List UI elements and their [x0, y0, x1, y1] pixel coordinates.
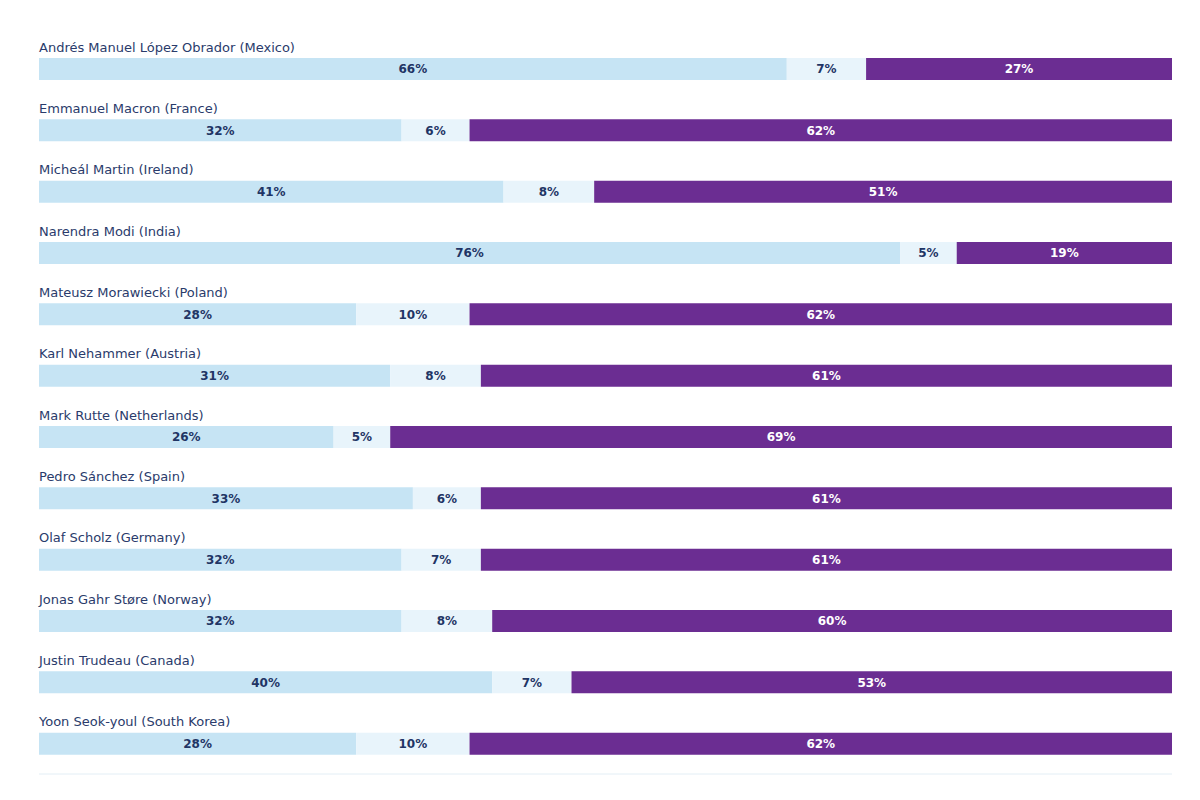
- svg-text:5%: 5%: [352, 430, 372, 444]
- svg-text:40%: 40%: [251, 676, 280, 690]
- svg-text:Justin Trudeau (Canada): Justin Trudeau (Canada): [38, 653, 195, 668]
- svg-text:28%: 28%: [183, 308, 212, 322]
- svg-text:Jonas Gahr Støre (Norway): Jonas Gahr Støre (Norway): [38, 592, 212, 607]
- svg-text:76%: 76%: [455, 246, 484, 260]
- svg-text:61%: 61%: [812, 492, 841, 506]
- svg-text:Micheál Martin (Ireland): Micheál Martin (Ireland): [39, 162, 194, 177]
- svg-text:Olaf Scholz (Germany): Olaf Scholz (Germany): [39, 530, 186, 545]
- svg-text:Mateusz Morawiecki (Poland): Mateusz Morawiecki (Poland): [39, 285, 228, 300]
- svg-text:28%: 28%: [183, 737, 212, 751]
- svg-text:7%: 7%: [431, 553, 451, 567]
- svg-text:19%: 19%: [1050, 246, 1079, 260]
- svg-text:61%: 61%: [812, 553, 841, 567]
- svg-text:51%: 51%: [869, 185, 898, 199]
- svg-text:6%: 6%: [425, 124, 445, 138]
- svg-text:8%: 8%: [437, 614, 457, 628]
- svg-text:60%: 60%: [818, 614, 847, 628]
- svg-text:Yoon Seok-youl (South Korea): Yoon Seok-youl (South Korea): [38, 714, 230, 729]
- svg-text:66%: 66%: [399, 62, 428, 76]
- svg-text:62%: 62%: [806, 124, 835, 138]
- svg-text:41%: 41%: [257, 185, 286, 199]
- svg-text:27%: 27%: [1005, 62, 1034, 76]
- svg-text:7%: 7%: [522, 676, 542, 690]
- svg-text:62%: 62%: [806, 737, 835, 751]
- svg-text:26%: 26%: [172, 430, 201, 444]
- svg-text:Karl Nehammer (Austria): Karl Nehammer (Austria): [39, 346, 201, 361]
- svg-text:10%: 10%: [399, 308, 428, 322]
- svg-text:10%: 10%: [399, 737, 428, 751]
- svg-text:Emmanuel Macron (France): Emmanuel Macron (France): [39, 101, 218, 116]
- svg-text:8%: 8%: [425, 369, 445, 383]
- svg-text:32%: 32%: [206, 553, 235, 567]
- svg-text:8%: 8%: [539, 185, 559, 199]
- svg-text:Pedro Sánchez (Spain): Pedro Sánchez (Spain): [39, 469, 185, 484]
- svg-text:31%: 31%: [200, 369, 229, 383]
- svg-text:61%: 61%: [812, 369, 841, 383]
- svg-text:32%: 32%: [206, 614, 235, 628]
- svg-text:5%: 5%: [918, 246, 938, 260]
- svg-text:62%: 62%: [806, 308, 835, 322]
- svg-text:32%: 32%: [206, 124, 235, 138]
- svg-text:69%: 69%: [767, 430, 796, 444]
- svg-text:7%: 7%: [816, 62, 836, 76]
- svg-text:Narendra Modi (India): Narendra Modi (India): [39, 224, 181, 239]
- svg-text:33%: 33%: [212, 492, 241, 506]
- svg-text:Mark Rutte (Netherlands): Mark Rutte (Netherlands): [39, 408, 204, 423]
- svg-text:Andrés Manuel López Obrador (M: Andrés Manuel López Obrador (Mexico): [39, 40, 295, 55]
- svg-text:6%: 6%: [437, 492, 457, 506]
- svg-text:53%: 53%: [857, 676, 886, 690]
